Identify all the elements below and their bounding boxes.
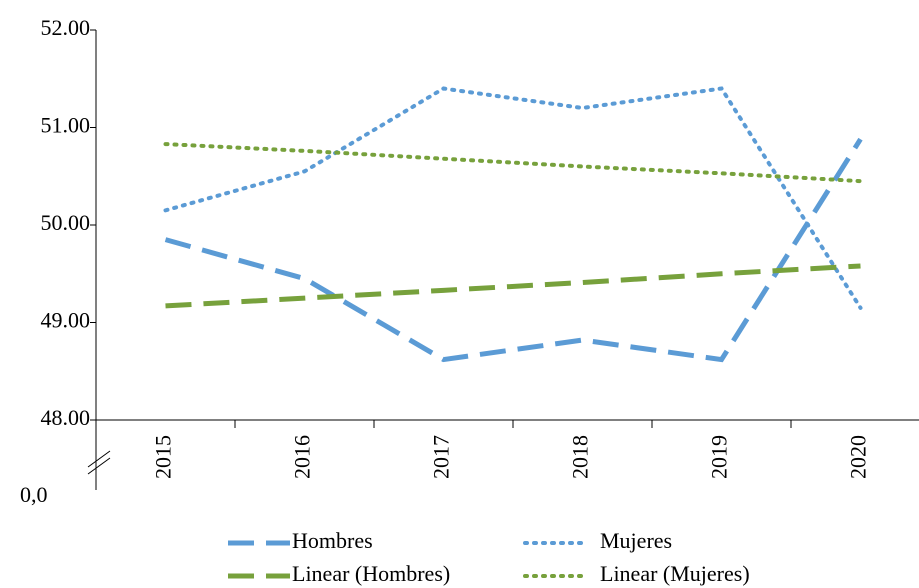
y-tick-label: 50.00 bbox=[41, 210, 91, 235]
y-tick-label: 48.00 bbox=[41, 405, 91, 430]
axis-break-label: 0,0 bbox=[20, 482, 48, 507]
x-tick-label: 2020 bbox=[846, 435, 871, 479]
x-tick-label: 2019 bbox=[707, 435, 732, 479]
legend-label: Linear (Mujeres) bbox=[600, 561, 750, 586]
series-line bbox=[163, 86, 863, 310]
series-line bbox=[165, 263, 861, 309]
y-tick-label: 51.00 bbox=[41, 113, 91, 138]
axis-break bbox=[87, 450, 111, 468]
legend-label: Hombres bbox=[292, 528, 373, 553]
x-tick-label: 2017 bbox=[429, 435, 454, 479]
x-tick-label: 2018 bbox=[568, 435, 593, 479]
y-tick-label: 49.00 bbox=[41, 308, 91, 333]
x-tick-label: 2016 bbox=[290, 435, 315, 479]
legend-label: Linear (Hombres) bbox=[292, 561, 450, 586]
axis-break bbox=[87, 457, 111, 475]
legend-label: Mujeres bbox=[600, 528, 672, 553]
series-line bbox=[163, 142, 863, 184]
series-line bbox=[164, 137, 863, 363]
x-tick-label: 2015 bbox=[151, 435, 176, 479]
y-tick-label: 52.00 bbox=[41, 15, 91, 40]
